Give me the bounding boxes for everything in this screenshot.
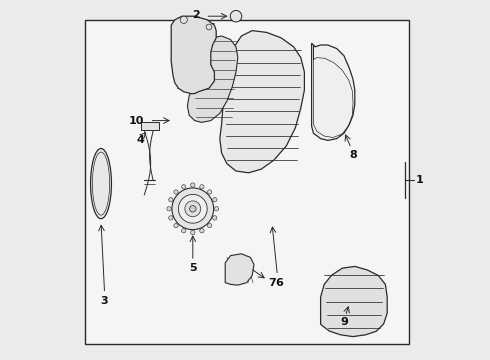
Circle shape <box>213 216 217 220</box>
Circle shape <box>190 206 196 212</box>
Circle shape <box>182 229 186 233</box>
Polygon shape <box>187 36 238 122</box>
Circle shape <box>182 185 186 189</box>
Ellipse shape <box>91 149 111 219</box>
Circle shape <box>174 190 178 194</box>
Text: 9: 9 <box>340 317 348 327</box>
Text: 1: 1 <box>416 175 424 185</box>
Circle shape <box>178 194 207 223</box>
Text: 10: 10 <box>129 116 144 126</box>
Circle shape <box>174 224 178 228</box>
Polygon shape <box>141 122 159 130</box>
Circle shape <box>191 183 195 187</box>
Circle shape <box>200 229 204 233</box>
Text: 2: 2 <box>192 10 200 21</box>
Polygon shape <box>225 254 254 285</box>
Circle shape <box>200 185 204 189</box>
Polygon shape <box>220 31 304 173</box>
Polygon shape <box>320 266 387 337</box>
Circle shape <box>213 198 217 202</box>
Circle shape <box>180 16 187 23</box>
Circle shape <box>207 224 212 228</box>
Text: 6: 6 <box>275 278 283 288</box>
Circle shape <box>172 188 214 230</box>
Text: 8: 8 <box>349 150 357 160</box>
Text: 4: 4 <box>137 135 145 145</box>
Circle shape <box>185 201 201 217</box>
Text: 7: 7 <box>269 278 276 288</box>
Circle shape <box>169 216 173 220</box>
Circle shape <box>169 198 173 202</box>
Circle shape <box>206 24 212 30</box>
Text: 5: 5 <box>189 263 196 273</box>
Text: 3: 3 <box>101 296 108 306</box>
Circle shape <box>167 207 171 211</box>
Polygon shape <box>171 16 216 94</box>
Circle shape <box>230 10 242 22</box>
Circle shape <box>207 190 212 194</box>
Circle shape <box>191 230 195 235</box>
Polygon shape <box>312 43 355 140</box>
Circle shape <box>215 207 219 211</box>
